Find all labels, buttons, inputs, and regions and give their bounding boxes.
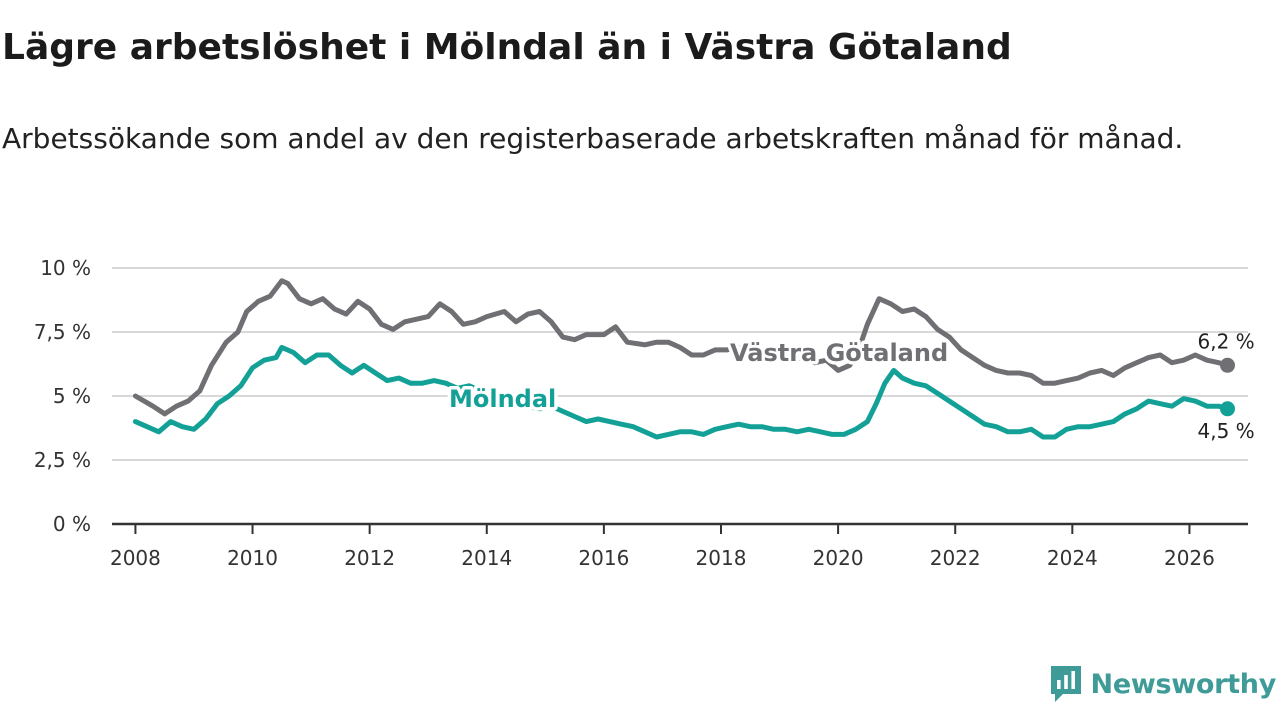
label-molndal-halo: Mölndal (449, 385, 556, 413)
logo-text: Newsworthy (1090, 668, 1277, 700)
x-axis-ticks: 2008 2010 2012 2014 2016 2018 2020 2022 2024 2026 (110, 524, 1215, 570)
gridlines (112, 267, 1248, 526)
chart-title: Lägre arbetslöshet i Mölndal än i Västra… (2, 27, 1012, 68)
label-molndal: Mölndal (449, 385, 556, 413)
chart-subtitle: Arbetssökande som andel av den registerb… (2, 122, 1184, 155)
x-tick-label: 2010 (227, 546, 278, 570)
x-tick-label: 2014 (461, 546, 512, 570)
series-line-vastra-gotaland (132, 278, 1230, 417)
y-tick-label: 5 % (53, 384, 91, 408)
x-tick-label: 2020 (813, 546, 864, 570)
x-tick-label: 2026 (1164, 546, 1215, 570)
y-tick-label: 0 % (53, 512, 91, 536)
x-tick-label: 2016 (578, 546, 629, 570)
label-vastra-gotaland-halo: Västra Götaland (730, 339, 948, 367)
end-label-molndal: 4,5 % (1198, 419, 1255, 443)
label-vastra-gotaland: Västra Götaland (730, 339, 948, 367)
x-tick-label: 2012 (344, 546, 395, 570)
end-point-molndal (1220, 401, 1236, 417)
newsworthy-logo: Newsworthy (1049, 664, 1276, 704)
newsworthy-icon (1050, 666, 1081, 702)
end-point-vastra-gotaland (1220, 357, 1236, 373)
y-axis-ticks: 0 % 2,5 % 5 % 7,5 % 10 % (34, 256, 91, 536)
y-tick-label: 7,5 % (34, 320, 91, 344)
y-tick-label: 2,5 % (34, 448, 91, 472)
x-tick-label: 2008 (110, 546, 161, 570)
y-tick-label: 10 % (40, 256, 91, 280)
x-tick-label: 2018 (696, 546, 747, 570)
end-label-vastra-gotaland: 6,2 % (1198, 329, 1255, 353)
x-tick-label: 2022 (930, 546, 981, 570)
x-tick-label: 2024 (1047, 546, 1098, 570)
series-line-molndal (132, 344, 1230, 440)
series-lines (132, 278, 1236, 440)
